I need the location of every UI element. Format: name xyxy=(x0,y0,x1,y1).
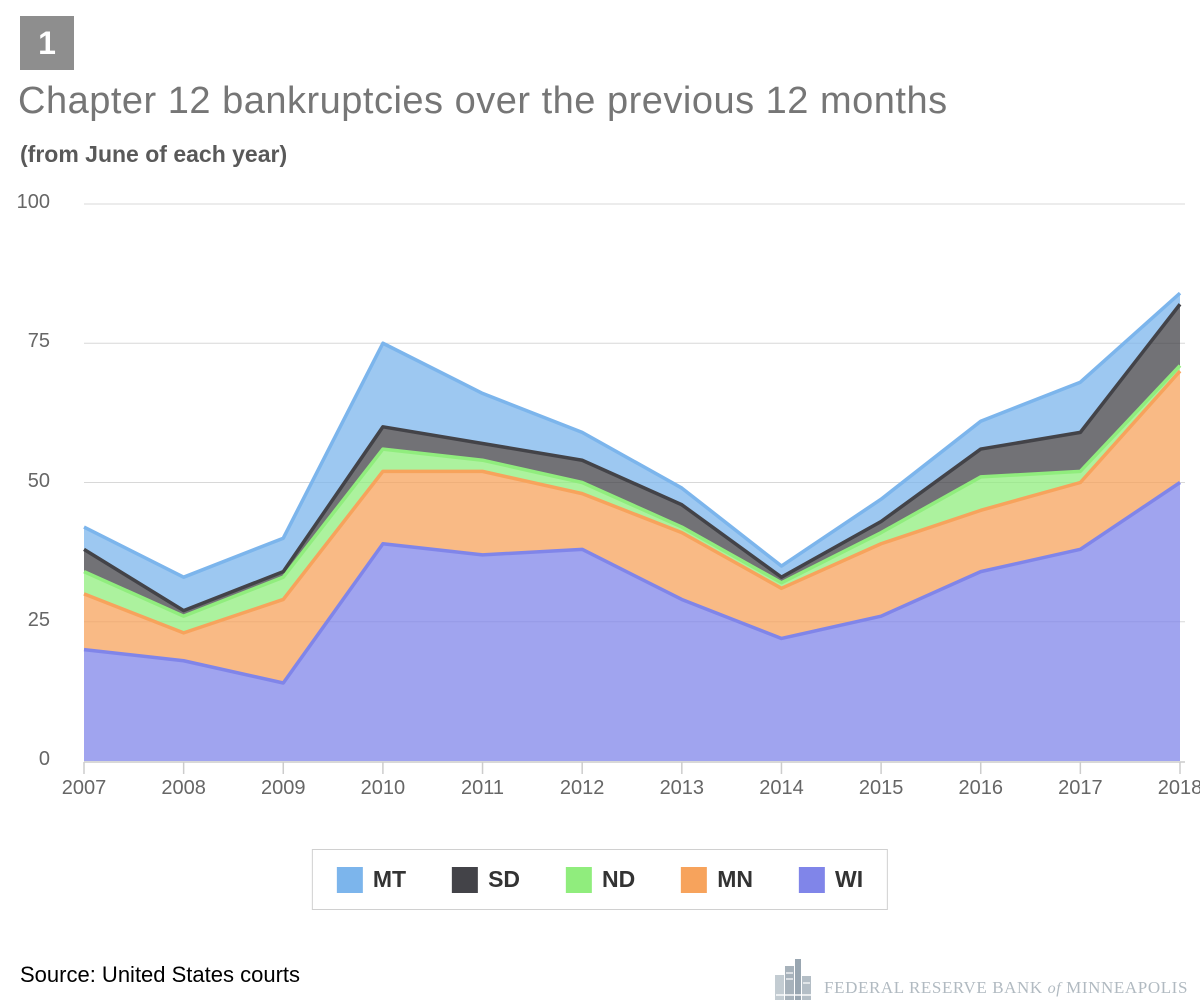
line-series-MT xyxy=(83,291,1182,579)
area-series-MN[interactable] xyxy=(84,371,1180,684)
x-axis-label-2011: 2011 xyxy=(461,777,505,799)
area-series-WI[interactable] xyxy=(84,482,1180,762)
legend-swatch-MN xyxy=(681,866,708,893)
legend-label-MT: MT xyxy=(372,866,407,892)
area-series-ND[interactable] xyxy=(84,365,1180,633)
legend-item-MN[interactable]: MN xyxy=(681,866,753,893)
legend-swatch-ND xyxy=(566,866,593,893)
x-axis-label-2012: 2012 xyxy=(559,777,605,799)
legend-item-MT[interactable]: MT xyxy=(336,866,407,893)
line-series-MN xyxy=(83,369,1182,635)
stacked-area-chart xyxy=(83,203,1185,774)
chart-title: Chapter 12 bankruptcies over the previou… xyxy=(18,80,948,122)
legend-label-WI: WI xyxy=(835,866,864,892)
legend-label-MN: MN xyxy=(717,866,754,892)
y-axis-label-0: 0 xyxy=(38,748,50,770)
fed-logo: FEDERAL RESERVE BANK of MINNEAPOLIS xyxy=(774,958,1188,1000)
line-series-WI xyxy=(83,481,1181,685)
legend-item-WI[interactable]: WI xyxy=(799,866,863,893)
source-note: Source: United States courts xyxy=(20,962,301,987)
y-axis-label-50: 50 xyxy=(27,469,50,492)
legend-label-SD: SD xyxy=(488,866,521,892)
fed-logo-of: of xyxy=(1047,980,1062,997)
legend-swatch-WI xyxy=(799,866,826,893)
x-axis-label-2007: 2007 xyxy=(61,777,107,799)
legend: MT SD ND MN WI xyxy=(311,849,889,910)
legend-swatch-MT xyxy=(336,866,363,893)
y-axis-label-75: 75 xyxy=(27,330,50,353)
x-axis-label-2008: 2008 xyxy=(161,777,206,799)
chart-subtitle: (from June of each year) xyxy=(20,141,288,167)
x-axis-label-2013: 2013 xyxy=(659,777,705,799)
fed-logo-text: FEDERAL RESERVE BANK of MINNEAPOLIS xyxy=(824,978,1188,1000)
x-axis-label-2009: 2009 xyxy=(261,777,306,799)
y-axis-label-25: 25 xyxy=(27,608,50,631)
y-axis-label-100: 100 xyxy=(16,191,50,213)
legend-swatch-SD xyxy=(452,866,479,893)
legend-label-ND: ND xyxy=(602,866,636,892)
line-series-SD xyxy=(83,303,1182,613)
fed-logo-bank: FEDERAL RESERVE BANK xyxy=(824,978,1043,997)
building-icon xyxy=(775,959,813,1000)
x-axis-label-2010: 2010 xyxy=(360,777,406,799)
x-axis-label-2017: 2017 xyxy=(1058,777,1103,799)
x-axis-label-2018: 2018 xyxy=(1157,777,1200,799)
legend-item-ND[interactable]: ND xyxy=(566,866,635,893)
x-axis-label-2015: 2015 xyxy=(858,777,904,799)
fed-logo-city: MINNEAPOLIS xyxy=(1066,978,1188,997)
figure-number-badge: 1 xyxy=(20,16,74,70)
x-axis-label-2014: 2014 xyxy=(759,777,804,799)
line-series-ND xyxy=(83,364,1182,618)
legend-item-SD[interactable]: SD xyxy=(452,866,520,893)
x-axis-label-2016: 2016 xyxy=(958,777,1003,799)
area-series-MT[interactable] xyxy=(84,293,1180,611)
